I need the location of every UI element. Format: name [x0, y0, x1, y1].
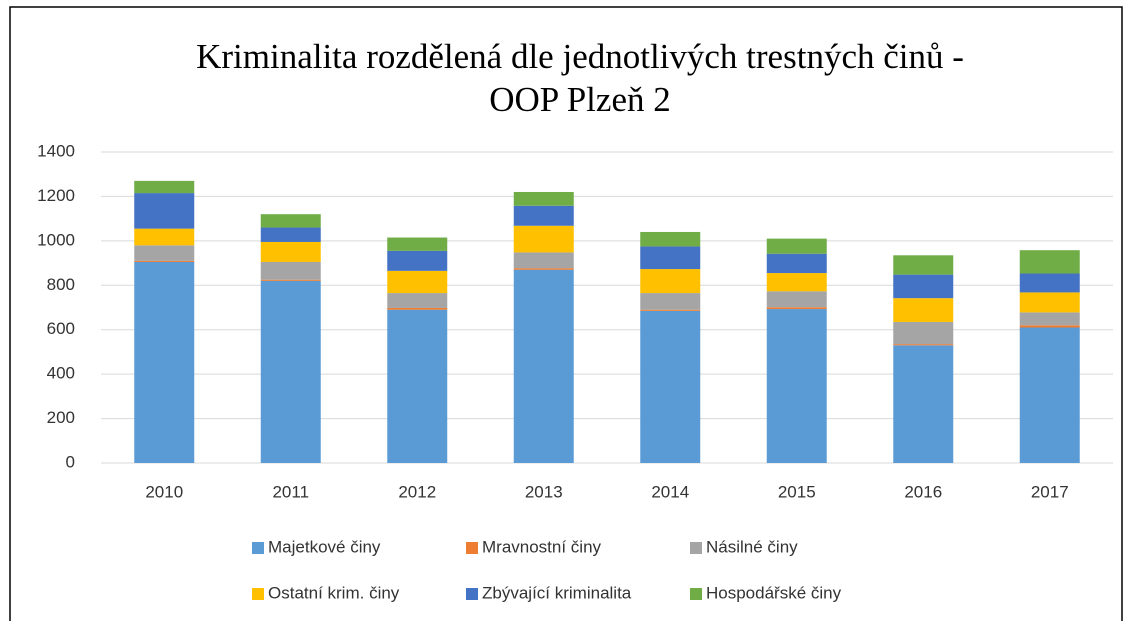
legend-swatch	[690, 542, 702, 554]
legend-label: Hospodářské činy	[706, 583, 842, 602]
y-tick-label: 800	[47, 275, 75, 294]
bar-segment	[766, 291, 827, 308]
bar-segment	[387, 250, 448, 271]
legend-label: Násilné činy	[706, 537, 798, 556]
bar-segment	[640, 309, 701, 311]
bar-segment	[260, 227, 321, 242]
legend-swatch	[466, 588, 478, 600]
frame	[9, 6, 1123, 621]
legend-label: Majetkové činy	[268, 537, 381, 556]
legend-swatch	[252, 542, 264, 554]
x-tick-label: 2013	[525, 482, 563, 501]
y-tick-label: 1000	[37, 230, 75, 249]
chart-title: Kriminalita rozdělená dle jednotlivých t…	[196, 37, 964, 76]
legend-swatch	[690, 588, 702, 600]
bar-segment	[387, 307, 448, 310]
bar-segment	[893, 274, 954, 299]
bar-segment	[134, 193, 195, 229]
bar-segment	[766, 238, 827, 254]
bar-segment	[513, 269, 574, 463]
x-tick-label: 2011	[272, 482, 309, 501]
bar-segment	[1019, 292, 1080, 313]
bar-segment	[1019, 327, 1080, 463]
bar-segment	[513, 205, 574, 226]
legend-label: Ostatní krim. činy	[268, 583, 400, 602]
bar-segment	[260, 214, 321, 228]
bar-segment	[893, 321, 954, 345]
bar-segment	[893, 298, 954, 322]
y-tick-label: 400	[47, 364, 75, 383]
bar-segment	[640, 293, 701, 310]
bar-segment	[134, 260, 195, 262]
x-tick-label: 2010	[145, 482, 183, 501]
y-tick-label: 600	[47, 319, 75, 338]
bar-segment	[1019, 250, 1080, 274]
y-tick-label: 1200	[37, 186, 75, 205]
bar-segment	[1019, 312, 1080, 326]
bar-segment	[260, 241, 321, 262]
bar-segment	[640, 310, 701, 463]
legend-swatch	[252, 588, 264, 600]
bar-segment	[134, 180, 195, 194]
bar-segment	[513, 191, 574, 206]
bar-segment	[513, 225, 574, 253]
bar-segment	[260, 261, 321, 280]
bar-segment	[1019, 273, 1080, 293]
bar-segment	[766, 309, 827, 463]
x-tick-label: 2012	[398, 482, 436, 501]
x-tick-label: 2015	[778, 482, 816, 501]
x-tick-label: 2017	[1031, 482, 1069, 501]
bar-segment	[640, 246, 701, 270]
chart-title: OOP Plzeň 2	[489, 80, 670, 119]
bar-segment	[513, 268, 574, 270]
y-tick-label: 1400	[37, 141, 75, 160]
bar-segment	[893, 344, 954, 346]
bar-segment	[640, 231, 701, 247]
bar-segment	[260, 280, 321, 463]
y-tick-label: 200	[47, 408, 75, 427]
bar-segment	[513, 252, 574, 269]
bar-segment	[134, 261, 195, 463]
bar-segment	[640, 269, 701, 294]
bar-segment	[134, 228, 195, 246]
bar-segment	[766, 273, 827, 292]
bar-segment	[387, 270, 448, 294]
legend-swatch	[466, 542, 478, 554]
bar-segment	[893, 345, 954, 463]
legend-label: Mravnostní činy	[482, 537, 602, 556]
x-tick-label: 2016	[904, 482, 942, 501]
bar-segment	[134, 245, 195, 261]
x-tick-label: 2014	[651, 482, 689, 501]
y-tick-label: 0	[66, 452, 75, 471]
bar-segment	[766, 253, 827, 274]
bar-segment	[387, 293, 448, 308]
bar-segment	[1019, 325, 1080, 328]
bar-segment	[387, 309, 448, 463]
bar-segment	[260, 279, 321, 281]
bar-segment	[766, 307, 827, 310]
bar-segment	[893, 255, 954, 275]
legend-label: Zbývající kriminalita	[482, 583, 632, 602]
bar-segment	[387, 237, 448, 251]
